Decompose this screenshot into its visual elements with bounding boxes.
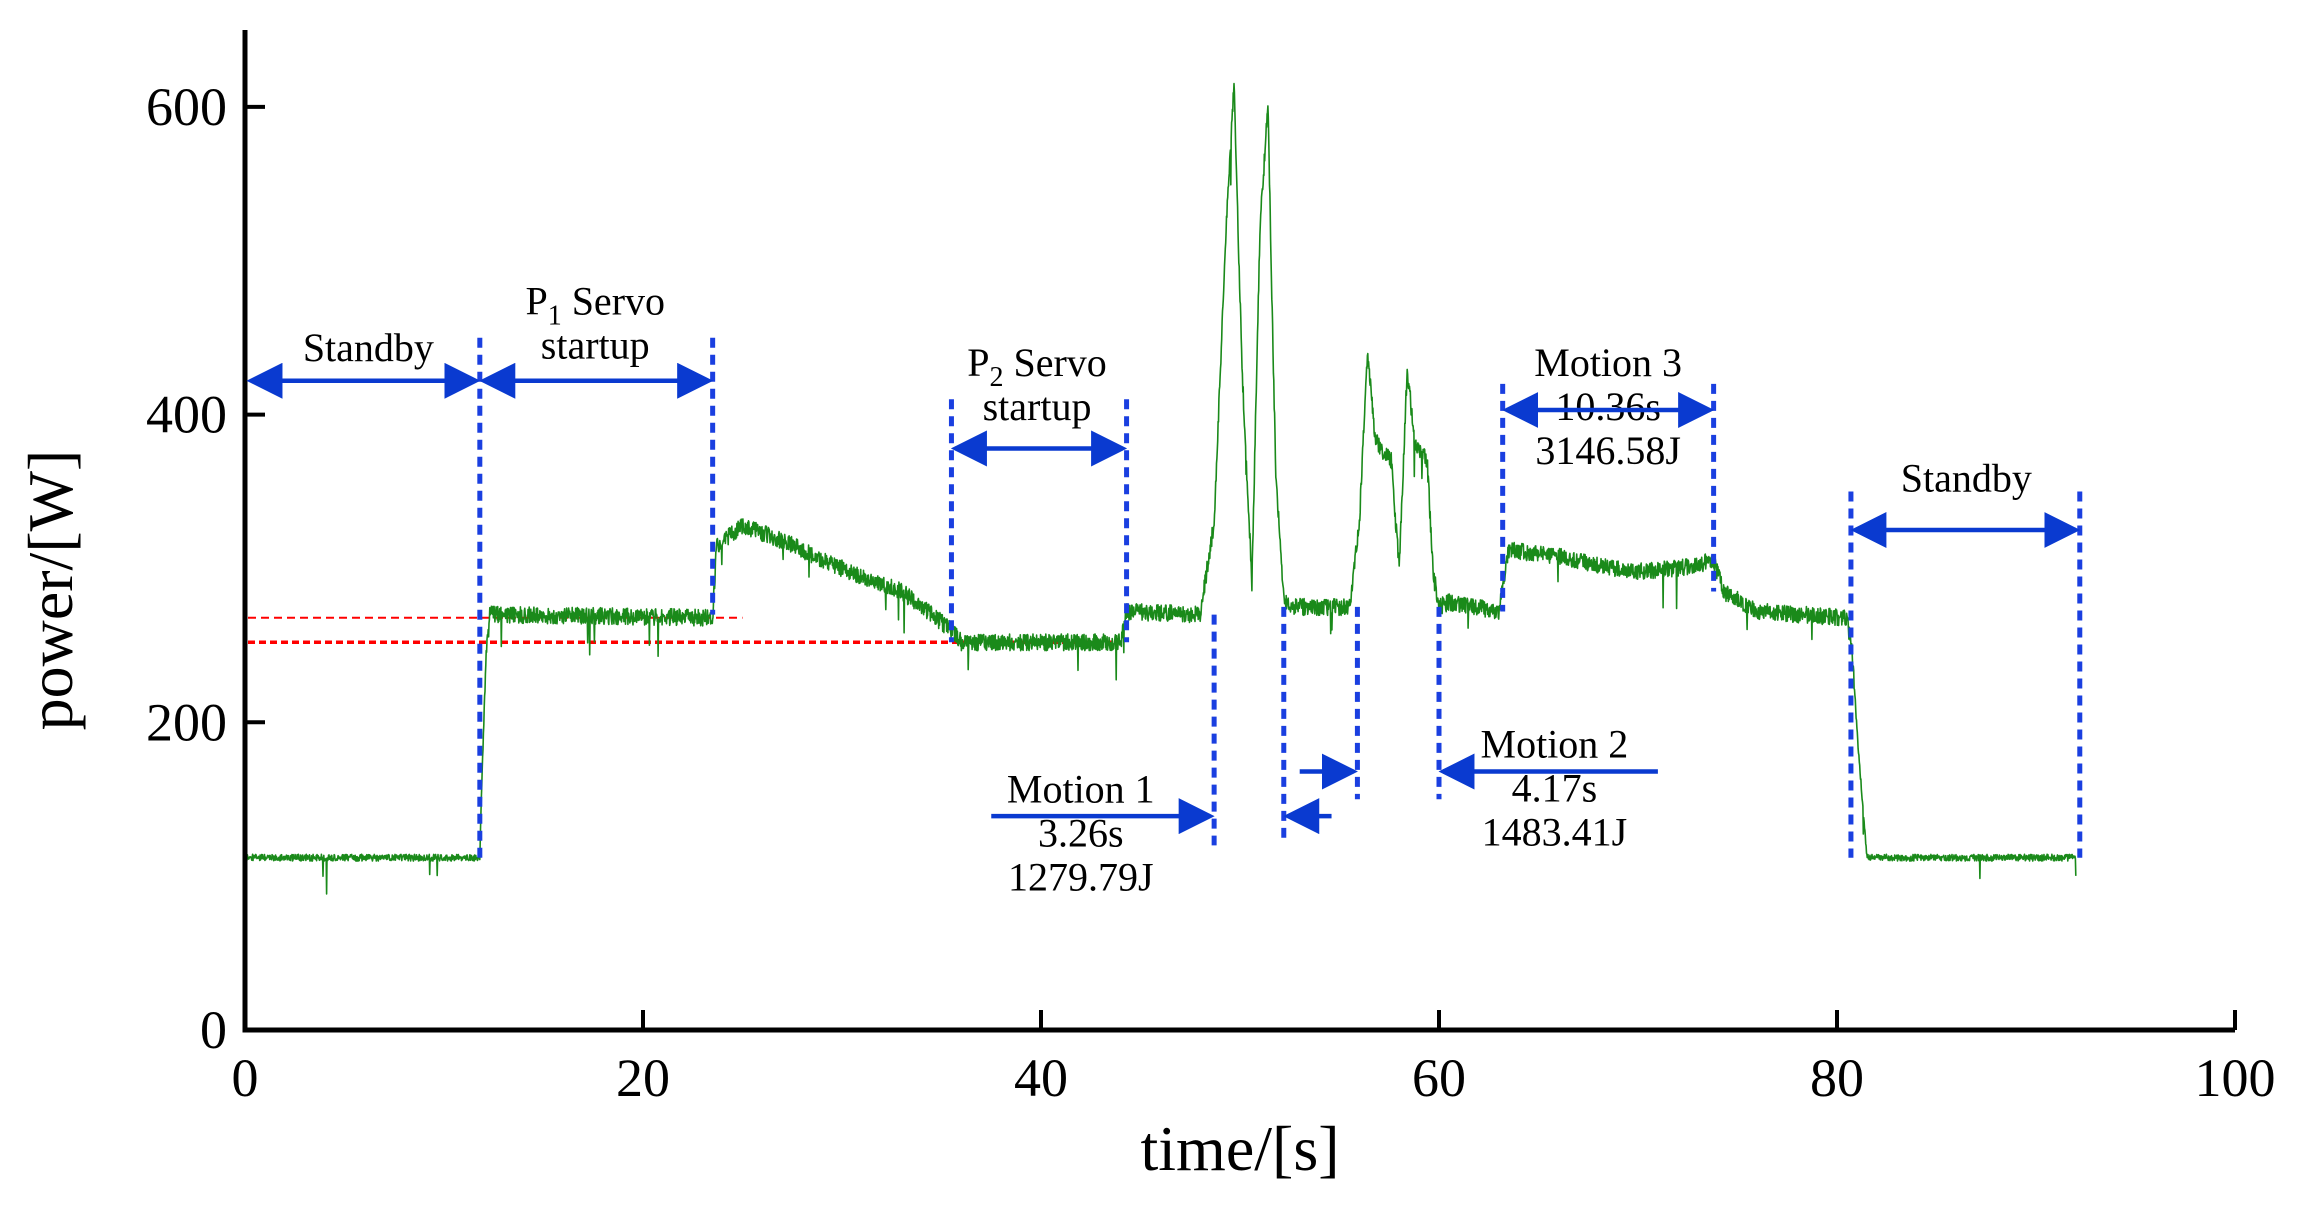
x-tick-label: 20 bbox=[616, 1048, 670, 1108]
annotation-label-line: startup bbox=[983, 384, 1092, 429]
annotation-label: Standby bbox=[1901, 456, 2032, 501]
annotation-label: P2 Servo bbox=[967, 340, 1107, 393]
annotation-value: 1279.79J bbox=[1008, 854, 1154, 899]
x-tick-label: 80 bbox=[1810, 1048, 1864, 1108]
y-axis-title: power/[W] bbox=[15, 450, 86, 731]
annotation-value: 10.36s bbox=[1555, 384, 1661, 429]
annotation-label: P1 Servo bbox=[525, 279, 665, 332]
annotation-standby-1: Standby bbox=[246, 325, 481, 399]
annotation-value: 1483.41J bbox=[1482, 810, 1628, 855]
annotation-label-subscript: 2 bbox=[989, 362, 1003, 393]
annotation-label: Motion 3 bbox=[1534, 340, 1682, 385]
annotation-label-suffix: Servo bbox=[1003, 340, 1106, 385]
annotation-label-suffix: Servo bbox=[562, 279, 665, 324]
annotation-standby-2: Standby bbox=[1850, 456, 2081, 548]
annotation-label-prefix: P bbox=[967, 340, 989, 385]
phase-boundaries-layer bbox=[477, 337, 2083, 858]
x-tick-label: 100 bbox=[2195, 1048, 2276, 1108]
x-tick-label: 60 bbox=[1412, 1048, 1466, 1108]
y-tick-label: 600 bbox=[146, 77, 227, 137]
x-tick-label: 40 bbox=[1014, 1048, 1068, 1108]
annotation-label: Motion 1 bbox=[1007, 766, 1155, 811]
annotation-label-line: startup bbox=[541, 323, 650, 368]
y-tick-label: 200 bbox=[146, 692, 227, 752]
y-tick-label: 0 bbox=[200, 1000, 227, 1060]
axes-frame bbox=[242, 30, 2235, 1033]
annotation-label: Standby bbox=[303, 325, 434, 370]
annotation-value: 3146.58J bbox=[1535, 428, 1681, 473]
annotation-label-subscript: 1 bbox=[548, 301, 562, 332]
annotation-label-prefix: P bbox=[525, 279, 547, 324]
power-series-line bbox=[244, 82, 2077, 895]
y-tick-label: 400 bbox=[146, 385, 227, 445]
annotation-label: Motion 2 bbox=[1481, 722, 1629, 767]
series-layer bbox=[244, 82, 2077, 895]
axes-layer: 0 20 40 60 80 100 0 200 400 600 bbox=[146, 30, 2276, 1108]
x-axis-title: time/[s] bbox=[1140, 1113, 1339, 1184]
x-tick-label: 0 bbox=[232, 1048, 259, 1108]
